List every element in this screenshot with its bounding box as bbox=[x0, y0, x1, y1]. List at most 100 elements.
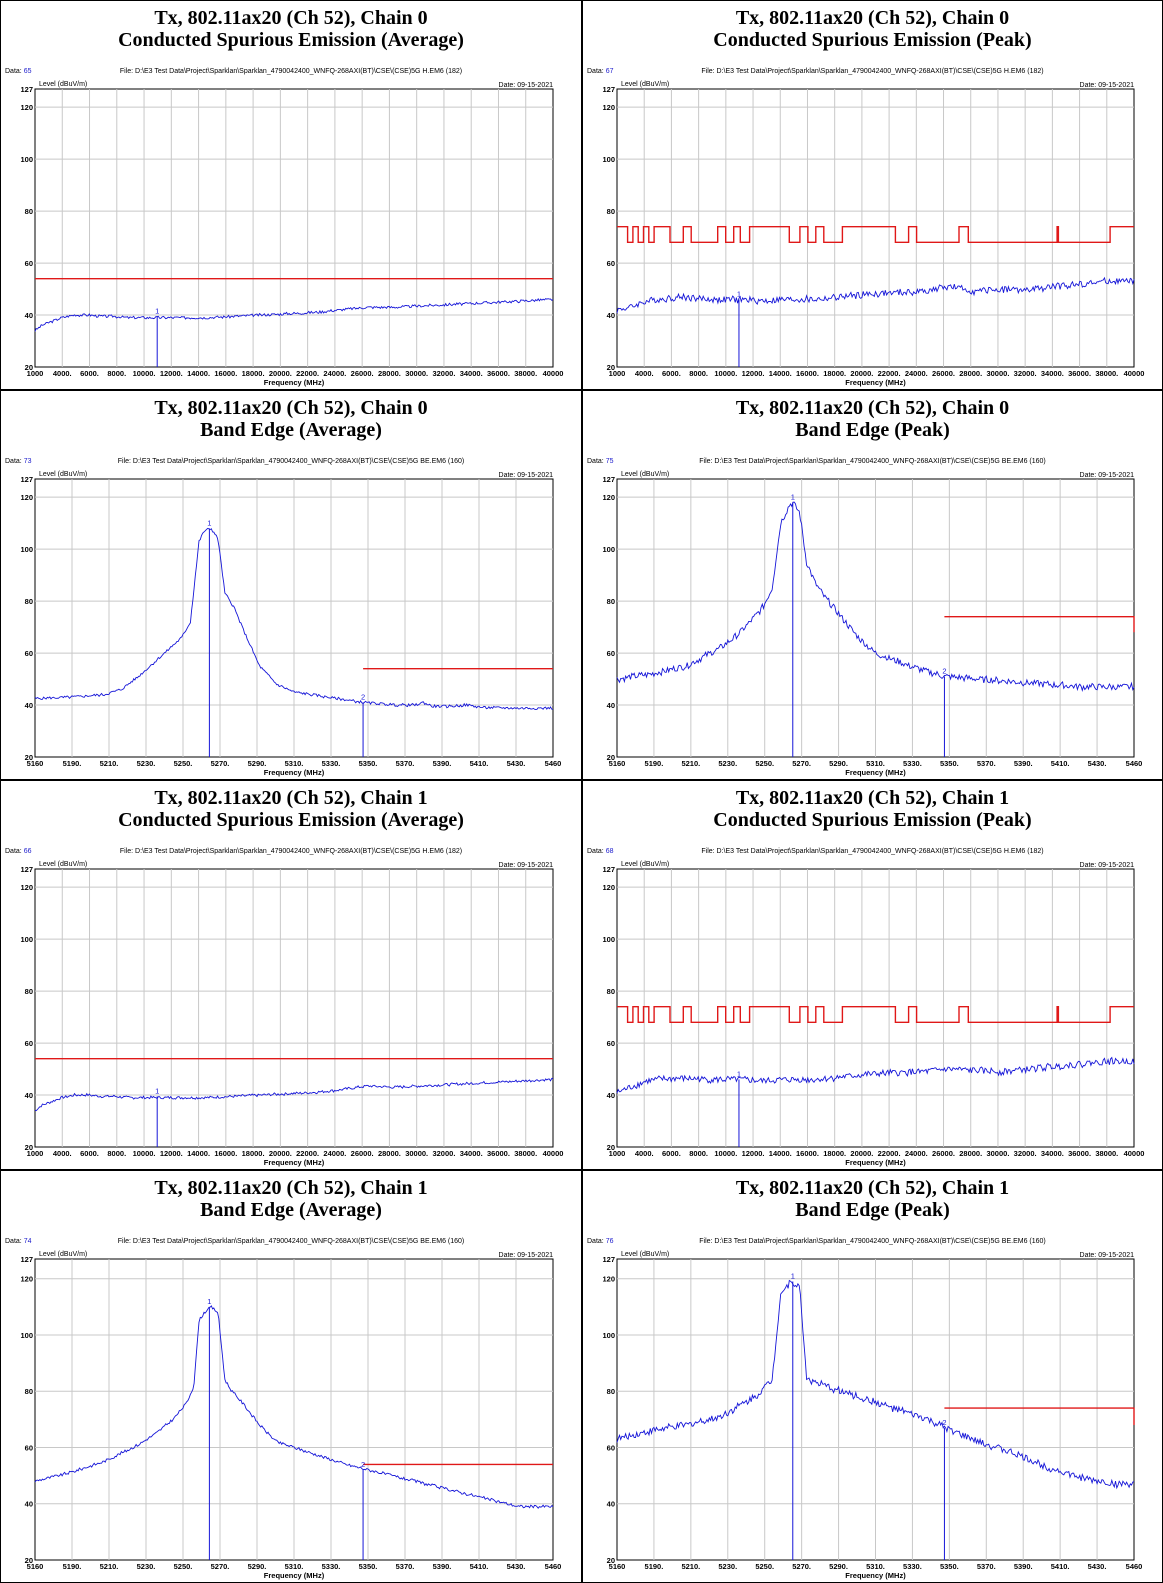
data-id-value: 65 bbox=[24, 68, 32, 75]
x-tick-label: 5350. bbox=[359, 1562, 378, 1571]
y-tick-label: 40 bbox=[607, 701, 615, 710]
x-tick-label: 5270. bbox=[211, 1562, 230, 1571]
y-axis-label: Level (dBuV/m) bbox=[39, 471, 87, 478]
x-tick-label: 1000 bbox=[609, 369, 626, 378]
limit-line bbox=[617, 225, 1134, 244]
file-path: File: D:\E3 Test Data\Project\Sparklan\S… bbox=[699, 1238, 1046, 1245]
y-tick-label: 127 bbox=[20, 475, 33, 484]
x-tick-label: 18000. bbox=[823, 1149, 846, 1158]
x-tick-label: 5230. bbox=[718, 759, 737, 768]
x-tick-label: 4000. bbox=[635, 1149, 654, 1158]
panel-title-line2: Conducted Spurious Emission (Peak) bbox=[713, 809, 1032, 831]
chart-panel: Tx, 802.11ax20 (Ch 52), Chain 1 Conducted… bbox=[582, 780, 1163, 1170]
data-id-value: 75 bbox=[606, 458, 614, 465]
x-tick-label: 28000. bbox=[378, 369, 401, 378]
x-tick-label: 5370. bbox=[977, 1562, 996, 1571]
x-axis-label: Frequency (MHz) bbox=[845, 1158, 906, 1167]
x-tick-label: 6000. bbox=[662, 1149, 681, 1158]
data-id-label: Data: 73 bbox=[5, 458, 32, 465]
file-path: File: D:\E3 Test Data\Project\Sparklan\S… bbox=[120, 848, 462, 855]
y-tick-label: 60 bbox=[25, 1443, 33, 1452]
date-label: Date: 09-15-2021 bbox=[1080, 82, 1135, 89]
x-tick-label: 16000. bbox=[214, 369, 237, 378]
y-tick-label: 40 bbox=[25, 701, 33, 710]
x-tick-label: 36000. bbox=[487, 1149, 510, 1158]
x-tick-label: 32000. bbox=[432, 1149, 455, 1158]
x-tick-label: 5250. bbox=[174, 759, 193, 768]
x-tick-label: 5410. bbox=[1051, 759, 1070, 768]
x-tick-label: 30000. bbox=[986, 1149, 1009, 1158]
x-tick-label: 5190. bbox=[645, 1562, 664, 1571]
marker-label: 2 bbox=[942, 666, 946, 675]
x-axis-label: Frequency (MHz) bbox=[264, 1158, 325, 1167]
y-tick-label: 60 bbox=[25, 259, 33, 268]
y-tick-label: 120 bbox=[602, 493, 615, 502]
x-tick-label: 5290. bbox=[248, 1562, 267, 1571]
y-tick-label: 127 bbox=[602, 865, 615, 874]
x-tick-label: 14000. bbox=[769, 1149, 792, 1158]
panel-title: Tx, 802.11ax20 (Ch 52), Chain 0 Conducted… bbox=[1, 1, 581, 65]
x-tick-label: 22000. bbox=[296, 369, 319, 378]
spectrum-plot: Data: 65 File: D:\E3 Test Data\Project\Sp… bbox=[5, 68, 563, 387]
x-tick-label: 5460 bbox=[545, 759, 562, 768]
x-tick-label: 12000. bbox=[742, 369, 765, 378]
panel-title-line1: Tx, 802.11ax20 (Ch 52), Chain 0 bbox=[735, 7, 1010, 29]
x-tick-label: 5210. bbox=[681, 1562, 700, 1571]
panel-title: Tx, 802.11ax20 (Ch 52), Chain 1 Conducted… bbox=[1, 781, 581, 845]
y-tick-label: 40 bbox=[25, 311, 33, 320]
x-tick-label: 12000. bbox=[742, 1149, 765, 1158]
panel-title: Tx, 802.11ax20 (Ch 52), Chain 0 Conducted… bbox=[583, 1, 1162, 65]
x-tick-label: 22000. bbox=[878, 1149, 901, 1158]
x-tick-label: 8000. bbox=[107, 369, 126, 378]
x-tick-label: 10000. bbox=[133, 369, 156, 378]
y-tick-label: 20 bbox=[607, 363, 615, 372]
x-tick-label: 5370. bbox=[977, 759, 996, 768]
panel-title-line1: Tx, 802.11ax20 (Ch 52), Chain 1 bbox=[154, 1177, 428, 1199]
x-tick-label: 5410. bbox=[470, 759, 489, 768]
x-tick-label: 5310. bbox=[285, 759, 304, 768]
x-tick-label: 34000. bbox=[1041, 369, 1064, 378]
y-tick-label: 60 bbox=[25, 1039, 33, 1048]
marker-label: 1 bbox=[155, 306, 159, 315]
x-tick-label: 26000. bbox=[932, 369, 955, 378]
y-axis-label: Level (dBuV/m) bbox=[39, 1251, 87, 1258]
marker-label: 1 bbox=[155, 1086, 159, 1095]
marker-label: 1 bbox=[207, 1297, 211, 1306]
y-tick-label: 127 bbox=[602, 85, 615, 94]
y-tick-label: 80 bbox=[25, 207, 33, 216]
plot-frame bbox=[616, 868, 1135, 1148]
y-tick-label: 80 bbox=[25, 597, 33, 606]
y-tick-label: 100 bbox=[602, 155, 615, 164]
x-tick-label: 40000 bbox=[1124, 1149, 1145, 1158]
panel-title: Tx, 802.11ax20 (Ch 52), Chain 1 Band Edge… bbox=[1, 1171, 581, 1235]
spectrum-plot: Data: 67 File: D:\E3 Test Data\Project\Sp… bbox=[587, 68, 1144, 387]
chart-panel: Tx, 802.11ax20 (Ch 52), Chain 1 Band Edge… bbox=[0, 1170, 582, 1583]
x-tick-label: 6000. bbox=[662, 369, 681, 378]
date-label: Date: 09-15-2021 bbox=[499, 1252, 554, 1259]
date-label: Date: 09-15-2021 bbox=[1080, 1252, 1135, 1259]
chart-panel: Tx, 802.11ax20 (Ch 52), Chain 0 Conducted… bbox=[0, 0, 582, 390]
panel-title-line2: Conducted Spurious Emission (Peak) bbox=[713, 29, 1032, 51]
x-tick-label: 20000. bbox=[269, 1149, 292, 1158]
y-tick-label: 80 bbox=[25, 1387, 33, 1396]
x-tick-label: 38000. bbox=[514, 369, 537, 378]
y-tick-label: 120 bbox=[602, 1275, 615, 1284]
x-tick-label: 5430. bbox=[507, 759, 526, 768]
x-tick-label: 5370. bbox=[396, 759, 415, 768]
x-tick-label: 22000. bbox=[878, 369, 901, 378]
x-tick-label: 5210. bbox=[681, 759, 700, 768]
marker-label: 2 bbox=[361, 1460, 365, 1469]
y-tick-label: 20 bbox=[25, 1556, 33, 1565]
x-tick-label: 5250. bbox=[174, 1562, 193, 1571]
y-tick-label: 100 bbox=[20, 1331, 33, 1340]
x-axis-label: Frequency (MHz) bbox=[845, 768, 906, 777]
x-tick-label: 34000. bbox=[1041, 1149, 1064, 1158]
y-tick-label: 127 bbox=[20, 85, 33, 94]
x-tick-label: 26000. bbox=[932, 1149, 955, 1158]
date-label: Date: 09-15-2021 bbox=[499, 82, 554, 89]
panel-title-line2: Band Edge (Peak) bbox=[795, 419, 950, 441]
measurement-trace bbox=[34, 527, 554, 710]
y-tick-label: 80 bbox=[607, 597, 615, 606]
x-tick-label: 5310. bbox=[866, 1562, 885, 1571]
chart-panel: Tx, 802.11ax20 (Ch 52), Chain 1 Band Edge… bbox=[582, 1170, 1163, 1583]
